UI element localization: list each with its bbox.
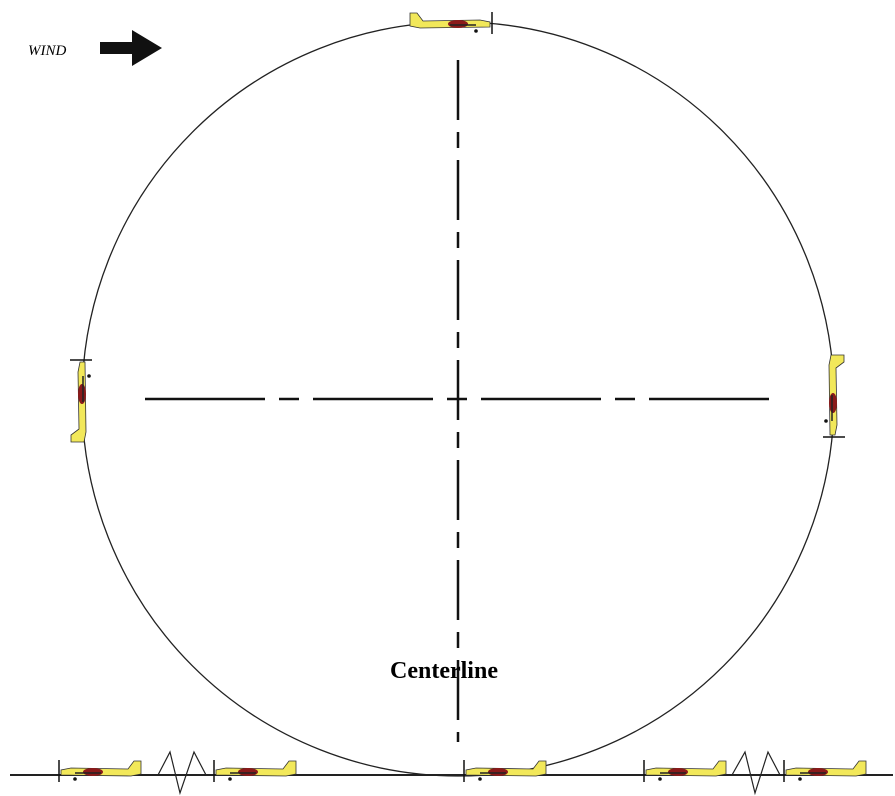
plane-top	[409, 11, 493, 35]
break-mark	[731, 750, 781, 796]
plane-ground	[58, 759, 142, 783]
plane-ground	[643, 759, 727, 783]
plane-ground	[463, 759, 547, 783]
break-mark	[157, 750, 207, 796]
plane-right	[822, 354, 846, 438]
wind-arrow	[100, 30, 162, 66]
wind-label: WIND	[28, 43, 66, 59]
plane-left	[69, 359, 93, 443]
plane-ground	[783, 759, 867, 783]
centerline-label: Centerline	[390, 658, 498, 684]
plane-ground	[213, 759, 297, 783]
